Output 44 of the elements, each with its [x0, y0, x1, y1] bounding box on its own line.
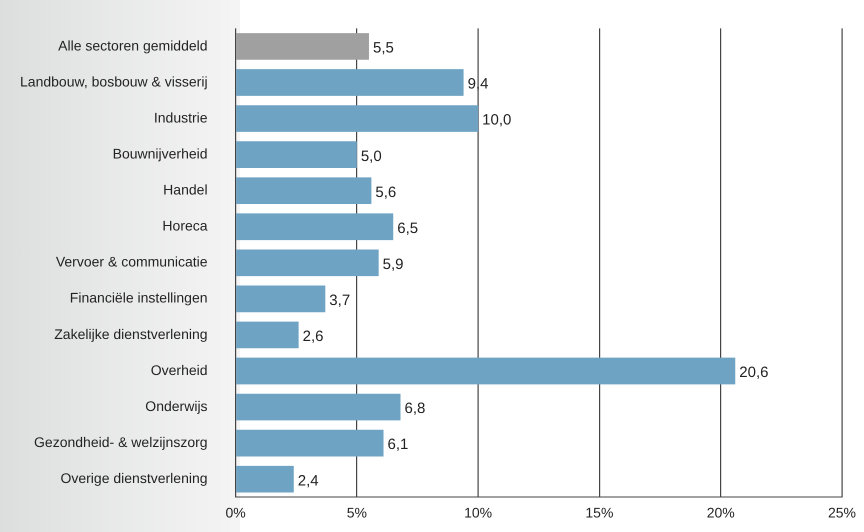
bar: [236, 394, 401, 420]
data-label: 6,8: [404, 400, 426, 418]
y-tick-label: Alle sectoren gemiddeld: [58, 37, 208, 54]
y-tick-label: Financiële instellingen: [70, 290, 208, 306]
data-label: 10,0: [482, 112, 512, 129]
x-tick-label: 10%: [464, 504, 492, 520]
data-label: 5,5: [372, 40, 394, 57]
y-tick-label: Onderwijs: [145, 398, 208, 414]
bar: [236, 249, 379, 276]
bar: [236, 105, 478, 132]
bar: [236, 213, 394, 240]
data-label: 2,4: [298, 472, 319, 490]
x-tick-label: 15%: [585, 504, 614, 520]
bar: [236, 69, 464, 96]
data-label: 5,6: [375, 184, 396, 201]
data-label: 20,6: [739, 364, 768, 382]
y-tick-label: Bouwnijverheid: [112, 145, 208, 162]
data-label: 2,6: [302, 328, 324, 346]
data-label: 3,7: [329, 292, 350, 309]
bar: [236, 33, 369, 60]
y-tick-label: Landbouw, bosbouw & visserij: [20, 73, 208, 90]
x-tick-label: 5%: [346, 504, 367, 520]
data-label: 6,5: [397, 220, 418, 237]
x-tick-label: 25%: [828, 504, 856, 520]
bar: [236, 141, 357, 168]
y-tick-label: Industrie: [154, 109, 208, 126]
y-tick-label: Zakelijke dienstverlening: [54, 326, 208, 342]
y-tick-label: Vervoer & communicatie: [56, 254, 208, 270]
bar: [236, 358, 736, 384]
y-tick-label: Overige dienstverlening: [60, 470, 208, 486]
y-tick-label: Gezondheid- & welzijnszorg: [34, 434, 208, 450]
y-tick-label: Overheid: [150, 362, 208, 378]
x-tick-label: 0%: [225, 504, 246, 520]
x-tick-label: 20%: [706, 504, 735, 520]
data-label: 5,0: [360, 148, 382, 165]
data-label: 6,1: [388, 436, 408, 454]
bar: [236, 286, 326, 312]
y-tick-label: Handel: [163, 182, 208, 198]
bar: [236, 322, 299, 348]
bar: [236, 466, 294, 493]
bar: [236, 430, 384, 456]
data-label: 5,9: [382, 256, 404, 273]
bar: [236, 177, 372, 204]
y-tick-label: Horeca: [162, 218, 208, 234]
